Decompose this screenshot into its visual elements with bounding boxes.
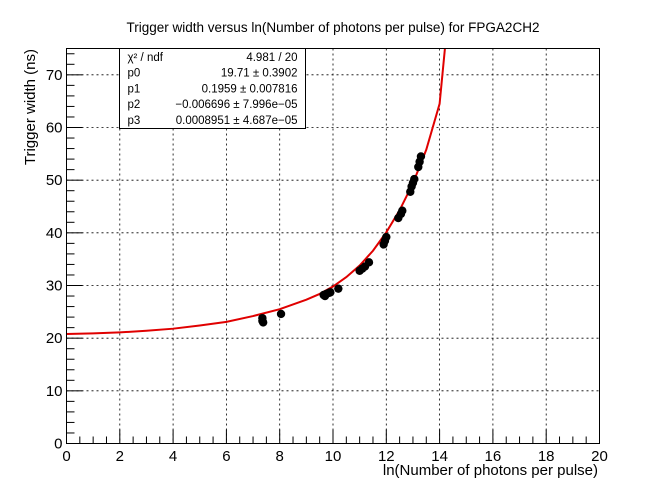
x-tick-label: 2 [116, 448, 124, 465]
data-point [276, 309, 286, 319]
data-point [398, 206, 407, 215]
stats-row-value: 0.0008951 ± 4.687e−05 [176, 115, 298, 127]
stats-row-value: 4.981 / 20 [246, 52, 297, 64]
stats-row-value: 0.1959 ± 0.007816 [202, 83, 298, 95]
stats-row-name: p0 [128, 68, 141, 80]
data-point [410, 174, 419, 184]
y-tick-label: 10 [46, 383, 63, 400]
y-tick-label: 0 [54, 436, 62, 453]
stats-row-name: p1 [128, 83, 141, 95]
data-point [416, 152, 426, 161]
data-point [258, 318, 268, 327]
x-tick-label: 12 [378, 448, 395, 465]
x-tick-label: 0 [62, 448, 70, 465]
y-axis: 0 10 20 30 40 50 60 70 [46, 53, 83, 453]
y-axis-label: Trigger width (ns) [22, 49, 39, 165]
x-axis: 0 2 4 6 8 10 12 14 16 18 20 [62, 429, 608, 465]
stats-row-name: χ² / ndf [128, 52, 164, 64]
x-axis-label: ln(Number of photons per pulse) [383, 462, 598, 479]
stats-box: χ² / ndf 4.981 / 20 p0 19.71 ± 0.3902 p1 0.19… [119, 48, 306, 129]
data-point [334, 284, 343, 293]
y-tick-label: 20 [46, 330, 63, 347]
stats-row-name: p2 [128, 99, 141, 111]
x-tick-label: 8 [276, 448, 284, 465]
data-point [364, 258, 374, 267]
data-point [382, 232, 391, 242]
x-tick-label: 20 [591, 448, 608, 465]
stats-row-value: −0.006696 ± 7.996e−05 [175, 99, 297, 111]
x-tick-label: 4 [169, 448, 177, 465]
y-tick-label: 60 [46, 120, 63, 137]
x-tick-label: 16 [485, 448, 502, 465]
x-tick-label: 14 [431, 448, 448, 465]
x-tick-label: 6 [222, 448, 230, 465]
stats-row-value: 19.71 ± 0.3902 [221, 68, 298, 80]
y-tick-label: 30 [46, 278, 63, 295]
data-point [326, 288, 335, 297]
x-tick-label: 10 [325, 448, 342, 465]
chart-title: Trigger width versus ln(Number of photon… [127, 20, 540, 35]
data-points [258, 152, 426, 327]
stats-row-name: p3 [128, 115, 141, 127]
y-tick-label: 50 [46, 172, 63, 189]
y-tick-label: 70 [46, 67, 63, 84]
y-tick-label: 40 [46, 225, 63, 242]
x-tick-label: 18 [538, 448, 555, 465]
stats-box-frame [119, 48, 306, 129]
